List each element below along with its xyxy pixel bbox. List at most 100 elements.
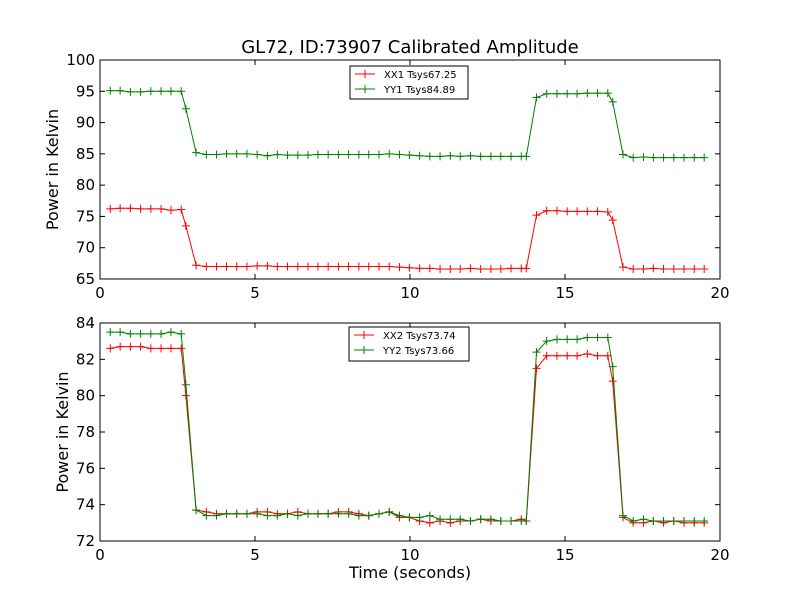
data-point: [573, 335, 582, 344]
chart-title: GL72, ID:73907 Calibrated Amplitude: [241, 37, 579, 58]
data-point: [126, 204, 135, 213]
data-point: [476, 515, 485, 524]
data-point: [639, 264, 648, 273]
data-point: [629, 153, 638, 162]
data-point: [486, 264, 495, 273]
data-point: [283, 262, 292, 271]
data-point: [222, 149, 231, 158]
series-2: [106, 86, 709, 162]
data-point: [106, 86, 115, 95]
data-point: [593, 351, 602, 360]
data-point: [177, 344, 186, 353]
legend-box: [348, 326, 470, 362]
top-plot: 0 5 10 15 20 65 70 75 80 85 90 95 100 Power in Kelvin…: [43, 51, 730, 302]
data-point: [680, 264, 689, 273]
data-point: [273, 511, 282, 520]
data-point: [405, 513, 414, 522]
data-point: [283, 151, 292, 160]
data-point: [126, 87, 135, 96]
data-point: [593, 89, 602, 98]
y-axis-label: Power in Kelvin: [43, 109, 62, 230]
y-tick-label: 72: [76, 532, 95, 550]
x-tick-label: 0: [95, 284, 105, 302]
data-point: [385, 149, 394, 158]
data-point: [542, 206, 551, 215]
data-point: [446, 264, 455, 273]
data-point: [146, 329, 155, 338]
legend-marker: [360, 346, 368, 354]
data-point: [608, 377, 617, 386]
data-point: [116, 86, 125, 95]
data-point: [542, 89, 551, 98]
y-tick-label: 75: [76, 207, 95, 225]
data-point: [334, 150, 343, 159]
data-point: [283, 509, 292, 518]
data-point: [202, 511, 211, 520]
legend-marker: [361, 85, 369, 93]
data-point: [608, 216, 617, 225]
data-point: [106, 204, 115, 213]
data-point: [583, 89, 592, 98]
data-point: [466, 517, 475, 526]
y-tick-label: 70: [76, 239, 95, 257]
data-point: [146, 344, 155, 353]
y-tick-label: 74: [76, 496, 95, 514]
y-tick-label: 78: [76, 423, 95, 441]
data-point: [669, 517, 678, 526]
data-point: [395, 263, 404, 272]
data-point: [446, 515, 455, 524]
data-point: [242, 149, 251, 158]
data-point: [593, 333, 602, 342]
data-point: [639, 515, 648, 524]
data-point: [354, 262, 363, 271]
legend-marker: [361, 70, 369, 78]
data-point: [166, 344, 175, 353]
data-point: [344, 509, 353, 518]
data-point: [136, 329, 145, 338]
data-point: [146, 204, 155, 213]
data-point: [496, 152, 505, 161]
data-point: [618, 150, 627, 159]
data-point: [166, 206, 175, 215]
data-point: [192, 506, 201, 515]
data-point: [181, 104, 190, 113]
data-point: [466, 264, 475, 273]
data-point: [436, 264, 445, 273]
data-point: [563, 351, 572, 360]
data-point: [700, 153, 709, 162]
data-point: [293, 262, 302, 271]
data-point: [293, 511, 302, 520]
data-point: [583, 349, 592, 358]
data-point: [253, 261, 262, 270]
data-point: [146, 87, 155, 96]
data-point: [486, 152, 495, 161]
data-point: [324, 509, 333, 518]
x-tick-label: 5: [250, 546, 260, 564]
x-tick-label: 0: [95, 546, 105, 564]
data-point: [364, 511, 373, 520]
y-axis-label: Power in Kelvin: [53, 371, 72, 492]
data-point: [552, 351, 561, 360]
data-point: [212, 262, 221, 271]
data-point: [253, 509, 262, 518]
data-point: [507, 152, 516, 161]
data-point: [532, 211, 541, 220]
legend-label: XX2 Tsys73.74: [383, 331, 456, 342]
data-point: [436, 152, 445, 161]
data-point: [136, 342, 145, 351]
data-point: [608, 362, 617, 371]
data-point: [263, 151, 272, 160]
x-tick-label: 5: [250, 284, 260, 302]
data-point: [232, 149, 241, 158]
data-point: [507, 517, 516, 526]
data-point: [542, 351, 551, 360]
data-point: [496, 264, 505, 273]
data-point: [659, 264, 668, 273]
data-point: [126, 329, 135, 338]
data-point: [415, 264, 424, 273]
data-point: [166, 328, 175, 337]
data-point: [425, 264, 434, 273]
data-point: [680, 517, 689, 526]
data-point: [639, 152, 648, 161]
data-point: [232, 509, 241, 518]
